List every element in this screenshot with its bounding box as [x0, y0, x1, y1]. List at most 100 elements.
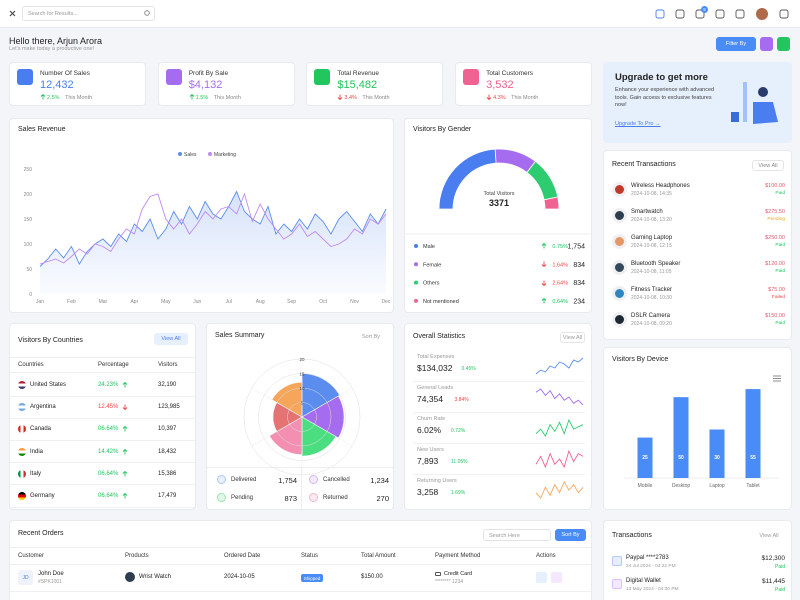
- stat-icon: [217, 475, 226, 484]
- trend-arrow: [338, 94, 343, 100]
- stat-icon: [17, 69, 33, 85]
- row-divider: [10, 417, 195, 419]
- greeting-subtitle: Let's make today a productive one!: [9, 46, 95, 52]
- column-header: Products: [125, 552, 149, 559]
- item-amount: $250.00: [765, 235, 785, 241]
- x-tick-label: Laptop: [709, 483, 725, 489]
- payment-icon: [612, 579, 622, 589]
- search-box[interactable]: Search for Results...: [22, 6, 155, 21]
- trend-arrow: [541, 243, 547, 249]
- x-tick-label: Mar: [99, 299, 108, 305]
- column-header: Countries: [18, 361, 44, 368]
- chart-svg: [541, 243, 547, 249]
- illustration: [758, 87, 768, 97]
- country-visitors: 17,479: [158, 493, 177, 499]
- x-tick-label: May: [161, 299, 171, 305]
- summary-value: 873: [284, 493, 297, 503]
- product-icon: [612, 234, 627, 249]
- bar: [637, 437, 653, 478]
- item-status: Paid: [775, 243, 785, 248]
- x-tick-label: Jan: [36, 299, 44, 305]
- button-label: View All: [758, 162, 778, 169]
- button[interactable]: View All: [752, 160, 784, 171]
- polar-slice: [301, 395, 345, 439]
- country-percentage: 06.64%: [98, 470, 119, 477]
- item-amount: $75.00: [768, 287, 785, 293]
- item-amount: $11,445: [761, 578, 785, 585]
- chart-svg: [535, 357, 584, 499]
- stat-label: Total Customers: [486, 70, 534, 77]
- item-amount: $12,300: [761, 555, 786, 562]
- summary-label: Delivered: [231, 476, 257, 483]
- header-icon: [695, 9, 705, 19]
- chart-svg: [486, 94, 492, 100]
- x-tick-label: Apr: [130, 299, 138, 305]
- edit-button[interactable]: [551, 572, 562, 583]
- x-tick-label: Jun: [193, 299, 201, 305]
- product-icon: [612, 260, 627, 275]
- item-date: 2024-10-08, 13:20: [631, 217, 672, 223]
- value-label: 55: [750, 455, 756, 461]
- button[interactable]: Filter By: [716, 37, 756, 51]
- chart-title: Sales Revenue: [18, 126, 66, 133]
- chart-svg: 0 50 100 150 200 250 Jan Feb Mar Apr May Jun Jul Aug S…: [24, 152, 391, 305]
- card-title: Recent Transactions: [612, 161, 676, 168]
- stat-period: This Month: [65, 94, 93, 101]
- chart-svg: [731, 82, 778, 124]
- flag: [18, 403, 26, 412]
- search-box[interactable]: Search Here: [483, 529, 551, 541]
- item-date: 2024-10-08, 11:05: [631, 269, 672, 275]
- button[interactable]: View All: [560, 332, 585, 343]
- button-label: View All: [562, 334, 583, 341]
- x-tick-label: Aug: [256, 299, 265, 305]
- country-visitors: 18,432: [158, 448, 177, 455]
- download-button[interactable]: [760, 37, 773, 51]
- stat-label: Returning Users: [417, 478, 457, 484]
- summary-value: 270: [376, 493, 389, 503]
- item-date: 2024-10-08, 10:30: [631, 295, 672, 301]
- column-header: Visitors: [158, 361, 178, 368]
- item-status: Paid: [775, 321, 785, 326]
- y-tick-label: 150: [24, 217, 33, 223]
- button[interactable]: Sort By: [555, 529, 586, 541]
- value-label: 1,754: [567, 244, 585, 251]
- edit-button[interactable]: [777, 37, 790, 51]
- chart-svg: [122, 493, 128, 499]
- y-tick-label: 100: [24, 242, 33, 248]
- chart-svg: [541, 261, 547, 268]
- header-icon: [675, 9, 685, 19]
- upgrade-card: Upgrade to get more Enhance your experien…: [603, 62, 792, 143]
- product-icon: [125, 572, 135, 582]
- divider: [301, 467, 302, 509]
- upgrade-title: Upgrade to get more: [615, 72, 708, 83]
- column-header: Percentage: [98, 361, 129, 368]
- product-icon: [612, 182, 627, 197]
- view-button[interactable]: [536, 572, 547, 583]
- change-label: 2.64%: [552, 281, 568, 287]
- gauge-segment: [543, 196, 560, 210]
- x-tick-label: Nov: [350, 299, 359, 305]
- x-tick-label: Mobile: [638, 483, 653, 489]
- button[interactable]: View All: [154, 333, 188, 345]
- country-percentage: 12.45%: [98, 404, 119, 411]
- stat-value: 74,354: [417, 394, 443, 404]
- chart-svg: 5 10 15 20: [243, 357, 361, 476]
- stat-icon: [314, 69, 331, 85]
- value-label: 234: [573, 298, 585, 305]
- item-status: Paid: [775, 191, 785, 196]
- stat-change: 4.3%: [493, 94, 506, 101]
- flag: [18, 447, 26, 456]
- button-label: View All: [759, 532, 779, 539]
- item-date: 2024-10-08, 09:20: [631, 321, 672, 327]
- card-title: Overall Statistics: [413, 333, 466, 340]
- row-divider: [10, 506, 195, 508]
- chart-svg: [541, 280, 547, 286]
- item-name: Bluetooth Speaker: [631, 261, 681, 267]
- legend-dot: [414, 262, 418, 267]
- upgrade-link[interactable]: Upgrade To Pro →: [615, 121, 661, 127]
- r-tick-label: 10: [299, 386, 305, 391]
- legend-label: Not mentioned: [423, 299, 459, 305]
- button[interactable]: Sort By: [355, 331, 387, 342]
- value-label: 834: [573, 280, 585, 287]
- button[interactable]: View All: [754, 530, 784, 541]
